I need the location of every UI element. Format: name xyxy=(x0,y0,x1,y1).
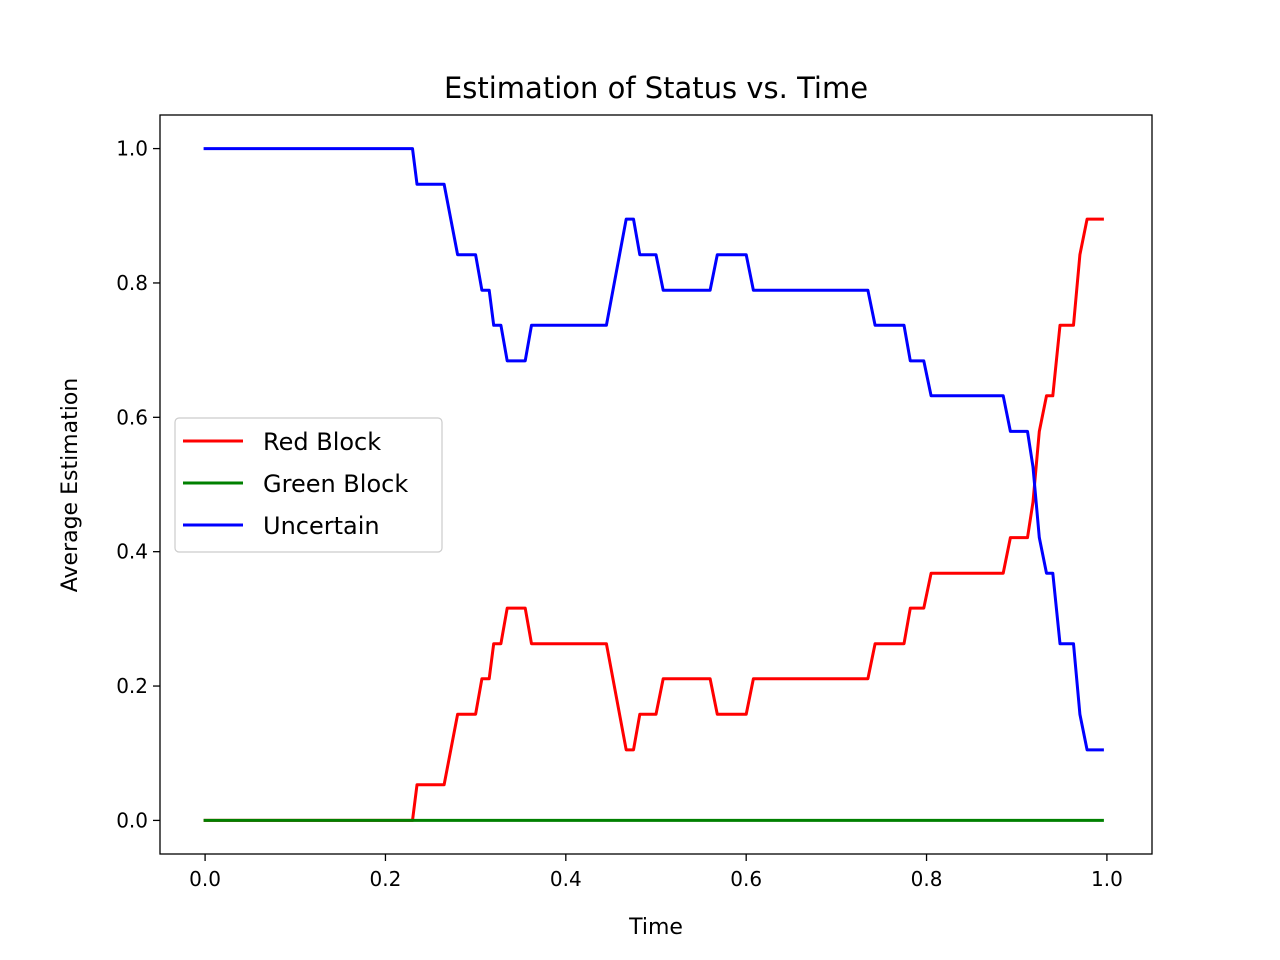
y-axis-ticks: 0.0 0.2 0.4 0.6 0.8 1.0 xyxy=(116,137,160,832)
y-tick-label: 0.8 xyxy=(116,271,148,295)
y-tick-label: 0.2 xyxy=(116,674,148,698)
plot-frame xyxy=(159,114,1153,855)
series-layer xyxy=(203,147,1104,822)
series-line-uncertain xyxy=(203,147,1104,752)
x-axis-ticks: 0.0 0.2 0.4 0.6 0.8 1.0 xyxy=(189,854,1123,891)
x-tick-label: 0.4 xyxy=(550,867,582,891)
x-tick-label: 1.0 xyxy=(1091,867,1123,891)
legend-label-uncertain: Uncertain xyxy=(263,512,380,540)
legend: Red Block Green Block Uncertain xyxy=(174,417,443,553)
legend-box xyxy=(174,417,443,553)
legend-label-red-block: Red Block xyxy=(263,428,381,456)
series-line-red-block xyxy=(203,217,1104,822)
x-tick-label: 0.6 xyxy=(730,867,762,891)
y-tick-label: 0.0 xyxy=(116,808,148,832)
y-axis-label: Average Estimation xyxy=(58,378,83,593)
y-tick-label: 0.6 xyxy=(116,405,148,429)
x-tick-label: 0.8 xyxy=(911,867,943,891)
y-tick-label: 0.4 xyxy=(116,540,148,564)
x-tick-label: 0.2 xyxy=(370,867,402,891)
y-tick-label: 1.0 xyxy=(116,137,148,161)
legend-label-green-block: Green Block xyxy=(263,470,408,498)
x-tick-label: 0.0 xyxy=(189,867,221,891)
x-axis-label: Time xyxy=(628,915,683,940)
chart-title: Estimation of Status vs. Time xyxy=(444,71,868,105)
